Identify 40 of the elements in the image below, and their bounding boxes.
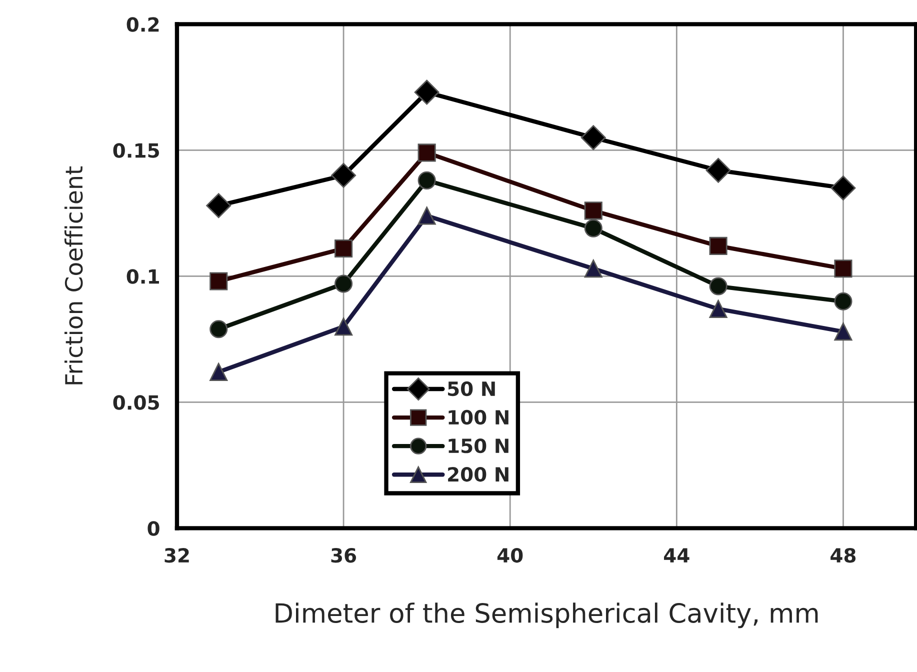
- x-axis-title: Dimeter of the Semispherical Cavity, mm: [276, 602, 818, 628]
- point: [584, 260, 602, 278]
- point: [709, 236, 728, 255]
- legend-label: 200 N: [448, 467, 508, 482]
- point: [334, 318, 353, 336]
- point: [834, 292, 852, 310]
- point: [210, 362, 228, 381]
- point: [206, 193, 232, 218]
- y-tick-label: 0.15: [113, 143, 159, 158]
- y-tick-label: 0: [148, 521, 160, 536]
- point: [584, 219, 602, 238]
- x-tick-label: 40: [497, 548, 523, 563]
- point: [331, 162, 356, 188]
- point: [834, 322, 852, 341]
- point: [418, 171, 436, 190]
- y-tick-label: 0.1: [126, 269, 159, 284]
- x-tick-label: 36: [331, 548, 356, 563]
- point: [706, 158, 731, 183]
- point: [210, 272, 228, 290]
- point: [414, 80, 440, 105]
- legend-label: 50 N: [448, 381, 495, 396]
- y-axis-title: Friction Coefficient: [64, 166, 83, 384]
- x-tick-label: 32: [164, 548, 189, 563]
- point: [584, 202, 602, 220]
- point: [709, 277, 728, 296]
- y-tick-label: 0.05: [113, 395, 159, 410]
- point: [334, 274, 353, 293]
- legend-label: 150 N: [448, 438, 508, 454]
- point: [210, 320, 228, 338]
- point: [834, 260, 852, 278]
- point: [580, 125, 606, 150]
- y-tick-label: 0.2: [126, 17, 159, 32]
- legend-label: 100 N: [448, 410, 508, 425]
- x-tick-label: 44: [664, 548, 690, 562]
- point: [830, 176, 856, 200]
- x-tick-label: 48: [830, 548, 856, 563]
- point: [709, 300, 728, 318]
- point: [418, 144, 436, 162]
- point: [334, 239, 353, 258]
- point: [418, 206, 436, 225]
